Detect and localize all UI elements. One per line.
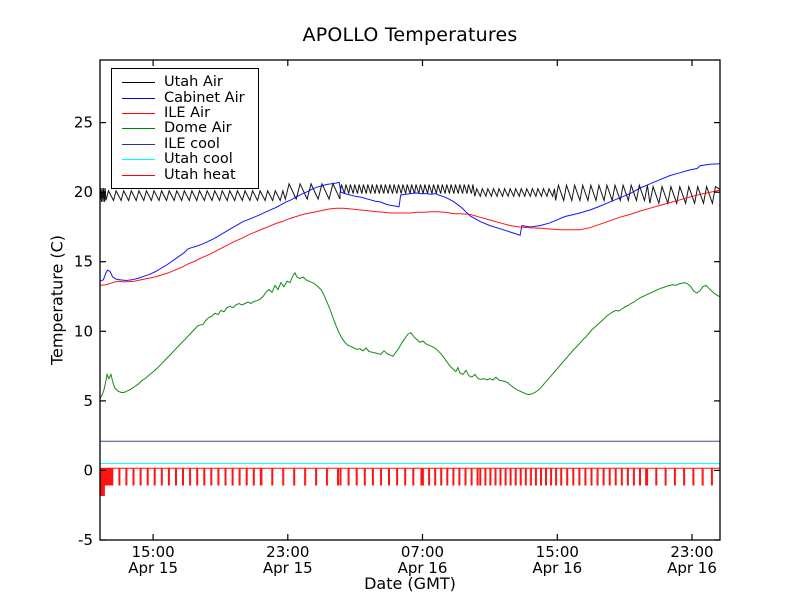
x-tick-label-time: 15:00 xyxy=(131,543,174,561)
plot-border xyxy=(99,59,721,541)
y-tick-label: 5 xyxy=(83,392,93,410)
x-axis-label: Date (GMT) xyxy=(364,574,456,593)
x-tick-label-time: 23:00 xyxy=(266,543,309,561)
x-tick-label-date: Apr 16 xyxy=(532,559,582,577)
x-tick-label-time: 15:00 xyxy=(536,543,579,561)
x-tick-label-date: Apr 16 xyxy=(398,559,448,577)
legend-item-label: ILE cool xyxy=(164,135,220,152)
series-ile-air-line xyxy=(99,189,721,286)
legend-item-ile-air: ILE Air xyxy=(122,104,254,121)
x-tick-label-date: Apr 15 xyxy=(128,559,178,577)
y-tick-label: 0 xyxy=(83,461,93,479)
legend-item-cabinet-air: Cabinet Air xyxy=(122,90,254,105)
x-tick-label-time: 07:00 xyxy=(401,543,444,561)
legend-item-ile-cool: ILE cool xyxy=(122,135,254,152)
legend-line-sample xyxy=(122,82,155,84)
legend-line-sample xyxy=(122,159,155,161)
series-layer xyxy=(99,163,721,496)
legend-item-label: Cabinet Air xyxy=(164,89,245,106)
series-dome-air-line xyxy=(99,271,720,399)
legend-line-sample xyxy=(122,97,155,99)
legend-item-dome-air: Dome Air xyxy=(122,121,254,136)
legend-item-label: Utah Air xyxy=(164,74,223,91)
x-tick-label-date: Apr 16 xyxy=(667,559,717,577)
series-utah-heat-line xyxy=(99,467,720,496)
legend-line-sample xyxy=(122,174,155,176)
legend-item-label: ILE Air xyxy=(164,104,211,121)
legend-item-label: Utah cool xyxy=(164,151,233,168)
y-tick-label: 25 xyxy=(74,114,93,132)
y-tick-label: 10 xyxy=(74,322,93,340)
y-tick-label: 15 xyxy=(74,253,93,271)
legend-line-sample xyxy=(122,112,155,114)
legend-item-label: Dome Air xyxy=(164,120,232,137)
legend-item-utah-heat: Utah heat xyxy=(122,167,254,182)
legend-line-sample xyxy=(122,128,155,130)
series-utah-air-line xyxy=(99,182,721,206)
series-cabinet-air-line xyxy=(99,163,721,282)
y-axis-label: Temperature (C) xyxy=(47,234,67,366)
x-tick-label-date: Apr 15 xyxy=(263,559,313,577)
legend-item-utah-air: Utah Air xyxy=(122,75,254,90)
legend-item-utah-cool: Utah cool xyxy=(122,152,254,167)
legend-line-sample xyxy=(122,143,155,145)
legend: Utah Air Cabinet Air ILE Air Dome Air ILE co… xyxy=(111,68,259,189)
x-tick-label-time: 23:00 xyxy=(670,543,713,561)
legend-item-label: Utah heat xyxy=(164,166,236,183)
y-tick-label: 20 xyxy=(74,183,93,201)
chart-title: APOLLO Temperatures xyxy=(302,24,518,46)
y-tick-label: -5 xyxy=(78,531,93,549)
